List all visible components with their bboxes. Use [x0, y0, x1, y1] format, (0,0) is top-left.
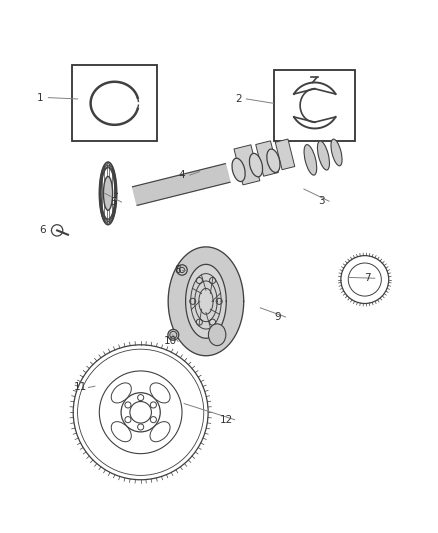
Text: 4: 4	[179, 170, 185, 180]
Ellipse shape	[331, 139, 342, 166]
Ellipse shape	[208, 324, 226, 345]
Ellipse shape	[168, 329, 179, 340]
Ellipse shape	[111, 383, 131, 403]
Text: 3: 3	[318, 196, 325, 206]
Text: 12: 12	[220, 415, 233, 425]
Text: 5: 5	[110, 197, 117, 207]
Bar	[234, 145, 260, 185]
Text: 8: 8	[174, 265, 181, 275]
Polygon shape	[186, 264, 226, 338]
Bar	[72, 65, 157, 141]
Ellipse shape	[150, 422, 170, 442]
Text: 1: 1	[37, 93, 44, 103]
Text: 7: 7	[364, 273, 370, 283]
Text: 2: 2	[235, 94, 242, 104]
Text: 6: 6	[39, 225, 46, 236]
Ellipse shape	[103, 176, 113, 211]
Ellipse shape	[304, 144, 317, 175]
Ellipse shape	[318, 141, 329, 170]
Ellipse shape	[111, 422, 131, 442]
Polygon shape	[168, 247, 244, 356]
Bar	[256, 141, 279, 176]
Bar	[275, 70, 355, 141]
Ellipse shape	[267, 149, 280, 173]
Text: 10: 10	[164, 336, 177, 346]
Ellipse shape	[232, 158, 245, 182]
Text: 9: 9	[275, 312, 281, 322]
Ellipse shape	[150, 383, 170, 403]
Ellipse shape	[249, 154, 262, 177]
Polygon shape	[132, 164, 230, 205]
Bar	[275, 139, 295, 169]
Text: 11: 11	[74, 383, 87, 392]
